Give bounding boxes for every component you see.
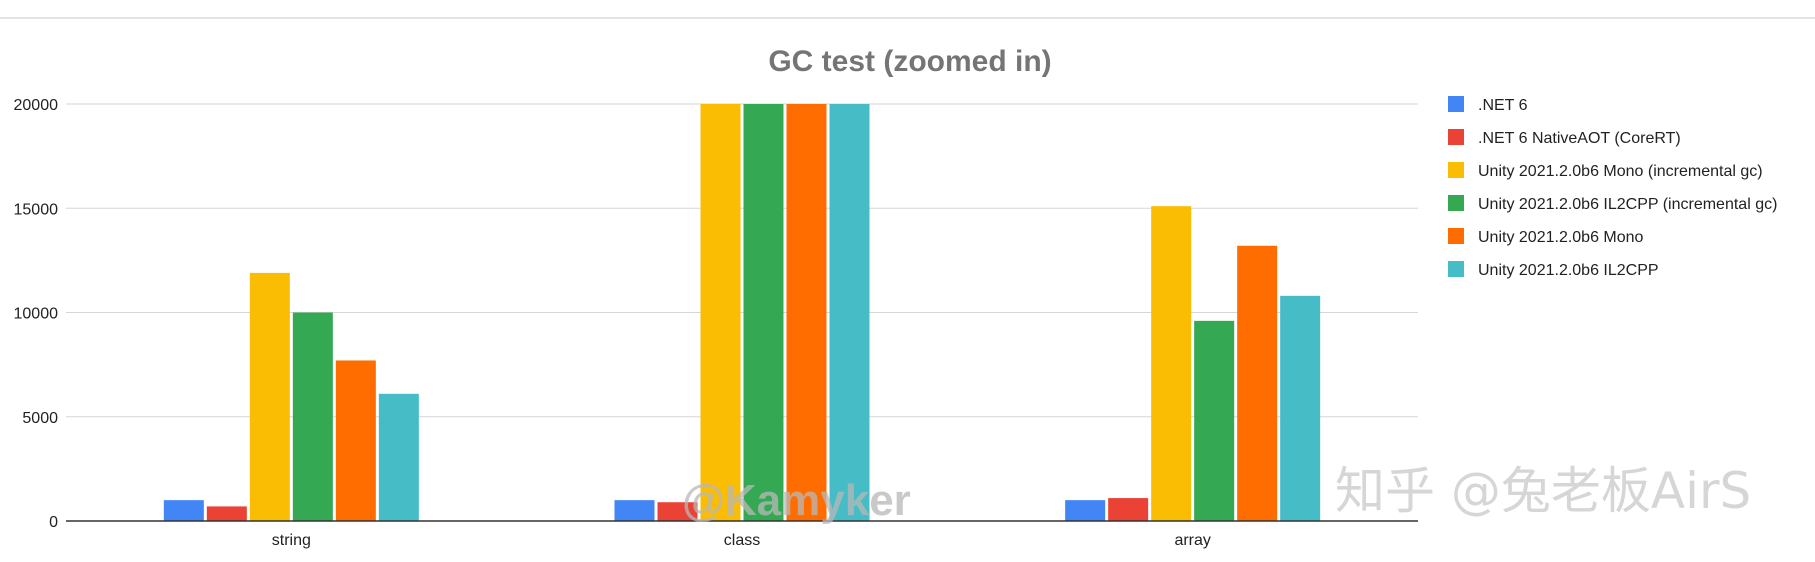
watermark-zhihu: 知乎 @兔老板AirS	[1335, 462, 1751, 520]
bar	[378, 393, 419, 521]
y-tick-label: 10000	[14, 306, 59, 323]
legend-label: Unity 2021.2.0b6 IL2CPP (incremental gc)	[1478, 196, 1777, 213]
x-axis-categories: string class array	[272, 532, 1211, 549]
legend-swatch	[1448, 96, 1464, 112]
bar	[743, 104, 784, 521]
legend-label: .NET 6	[1478, 97, 1528, 114]
bar	[786, 104, 827, 521]
y-tick-label: 5000	[22, 410, 58, 427]
legend-swatch	[1448, 195, 1464, 211]
y-tick-label: 20000	[14, 97, 59, 114]
bar	[163, 500, 204, 521]
legend-swatch	[1448, 162, 1464, 178]
bars	[163, 104, 1321, 522]
bar	[249, 272, 290, 521]
y-tick-label: 0	[49, 514, 58, 531]
bar	[1065, 500, 1106, 521]
legend-label: Unity 2021.2.0b6 Mono	[1478, 229, 1644, 246]
watermark-author: @Kamyker	[682, 476, 911, 525]
chart-title: GC test (zoomed in)	[768, 45, 1051, 78]
x-category-label: string	[272, 532, 311, 549]
x-category-label: class	[724, 532, 760, 549]
legend-label: Unity 2021.2.0b6 IL2CPP	[1478, 262, 1659, 279]
bar	[700, 104, 741, 521]
bar	[657, 502, 698, 521]
y-tick-label: 15000	[14, 201, 59, 218]
y-axis-ticks: 0 5000 10000 15000 20000	[14, 97, 59, 531]
x-category-label: array	[1174, 532, 1210, 549]
gridlines	[66, 103, 1418, 418]
bar	[335, 360, 376, 521]
bar	[1108, 498, 1149, 521]
legend-swatch	[1448, 129, 1464, 145]
bar	[1280, 295, 1321, 521]
bar	[1237, 245, 1278, 521]
bar	[1194, 320, 1235, 521]
bar	[292, 312, 333, 521]
legend-label: Unity 2021.2.0b6 Mono (incremental gc)	[1478, 163, 1763, 180]
legend-label: .NET 6 NativeAOT (CoreRT)	[1478, 130, 1681, 147]
bar	[614, 500, 655, 521]
bar	[1151, 206, 1192, 522]
legend-swatch	[1448, 261, 1464, 277]
legend: .NET 6 .NET 6 NativeAOT (CoreRT) Unity 202…	[1448, 96, 1777, 279]
bar	[829, 104, 870, 521]
bar	[206, 506, 247, 521]
legend-swatch	[1448, 228, 1464, 244]
